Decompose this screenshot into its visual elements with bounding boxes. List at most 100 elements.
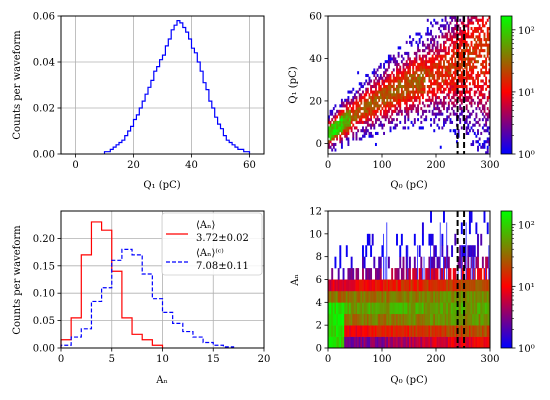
tr-cell (381, 107, 384, 111)
tr-cell (407, 109, 410, 113)
tr-cell (404, 71, 407, 75)
tr-cell (386, 90, 389, 94)
tr-cell (358, 120, 361, 124)
tr-cell (455, 40, 458, 44)
tr-cell (454, 46, 457, 50)
tr-cell (478, 107, 481, 111)
tr-cell (340, 126, 343, 130)
br-cell (417, 313, 420, 326)
br-cell (349, 279, 351, 292)
tr-cell (368, 109, 371, 113)
tr-cell (374, 142, 377, 147)
tr-cell (331, 123, 334, 127)
tr-cell (329, 123, 332, 127)
tr-cell (404, 73, 407, 78)
tr-cell (443, 73, 445, 78)
tr-cell (362, 96, 364, 100)
tr-cell (472, 71, 475, 75)
br-cell (473, 268, 476, 280)
tr-cell (434, 93, 437, 97)
tr-cell (467, 115, 470, 119)
tr-cell (345, 134, 348, 138)
tr-cell (481, 87, 484, 91)
br-cell (475, 290, 478, 303)
tr-cell (430, 118, 432, 122)
tr-cell (480, 109, 483, 113)
br-cell (358, 290, 361, 303)
br-cell (418, 279, 421, 292)
tr-cell (451, 35, 454, 39)
br-cell (360, 290, 363, 303)
tr-cell (451, 107, 454, 111)
br-cell (428, 290, 431, 303)
tr-cell (467, 51, 470, 55)
br-spike (384, 256, 386, 280)
tr-cell (436, 65, 439, 69)
tr-cell (407, 79, 410, 83)
br-cell (379, 325, 382, 337)
tr-cell (336, 137, 339, 141)
tr-cell (410, 60, 413, 64)
br-cell (483, 290, 486, 303)
tr-cell (407, 82, 410, 86)
br-cell (413, 325, 416, 337)
br-cell (428, 279, 431, 292)
br-cell (420, 325, 423, 337)
tr-cell (410, 40, 413, 44)
br-cell (454, 233, 457, 246)
tr-cell (350, 120, 353, 124)
br-cell (405, 302, 408, 315)
tr-cell (468, 112, 471, 116)
br-cell (433, 325, 436, 337)
tr-cell (413, 71, 416, 75)
tr-cell (371, 98, 374, 102)
tr-cell (443, 98, 445, 102)
tr-cell (373, 68, 376, 72)
tr-cell (433, 93, 436, 97)
tr-cell (405, 76, 408, 80)
tr-cell (421, 79, 424, 83)
tr-cell (328, 142, 330, 147)
tr-cell (355, 96, 358, 100)
tr-cell (438, 68, 441, 72)
br-cell (454, 290, 457, 303)
br-cell (488, 313, 490, 326)
tr-cell (387, 60, 390, 64)
tr-cell (391, 118, 394, 122)
tr-cell (467, 24, 470, 28)
tr-cell (396, 118, 398, 122)
br-cell (399, 245, 402, 257)
tr-cell (387, 109, 390, 113)
tr-cell (387, 76, 390, 80)
tr-cell (481, 145, 484, 149)
tr-cell (412, 107, 415, 111)
tr-cell (436, 85, 439, 89)
br-cell (370, 336, 373, 348)
tr-cell (383, 79, 385, 83)
br-cell (339, 325, 342, 337)
tr-cell (397, 98, 400, 102)
tr-cell (363, 104, 366, 108)
tr-cell (449, 16, 452, 20)
tr-cell (426, 73, 429, 78)
br-cell (449, 268, 452, 280)
br-cell (444, 279, 447, 292)
tr-cell (384, 115, 387, 119)
tr-cell (478, 27, 481, 31)
br-cell (397, 279, 400, 292)
tr-cell (413, 57, 416, 61)
tr-cell (465, 98, 468, 102)
tr-cell (357, 90, 360, 94)
tr-cell (468, 57, 471, 61)
tr-cell (475, 112, 478, 116)
tr-cell (428, 87, 431, 91)
tr-cell (455, 21, 458, 25)
br-cell (477, 256, 479, 269)
tr-cell (358, 87, 361, 91)
br-cell (434, 268, 437, 280)
br-cell (329, 325, 332, 337)
tr-cell (349, 104, 351, 108)
tr-cell (465, 76, 468, 80)
tr-cell (475, 29, 478, 33)
